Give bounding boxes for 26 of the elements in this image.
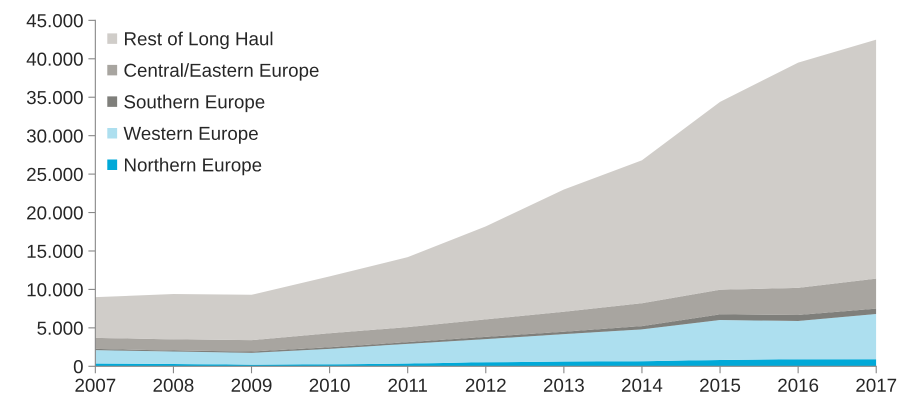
- legend-label: Central/Eastern Europe: [124, 63, 319, 81]
- legend-label: Western Europe: [124, 126, 258, 144]
- legend-label: Southern Europe: [124, 94, 264, 112]
- x-tick-label: 2012: [466, 378, 506, 392]
- x-tick-label: 2017: [856, 378, 896, 392]
- y-tick-label: 30.000: [26, 129, 83, 143]
- x-tick-label: 2010: [310, 378, 350, 392]
- x-tick-label: 2016: [778, 378, 818, 392]
- y-tick-label: 35.000: [26, 90, 83, 104]
- y-tick-label: 15.000: [28, 244, 83, 258]
- x-tick-label: 2011: [388, 378, 427, 392]
- y-tick-label: 10.000: [28, 283, 83, 296]
- legend-label: Rest of Long Haul: [125, 32, 272, 50]
- x-tick-label: 2013: [544, 378, 584, 392]
- y-tick-label: 20.000: [27, 206, 83, 220]
- y-tick-label: 5.000: [37, 322, 83, 335]
- x-tick-label: 2007: [75, 378, 116, 392]
- legend-label: Northern Europe: [125, 158, 262, 176]
- y-tick-label: 45.000: [26, 14, 83, 28]
- y-tick-label: 0: [74, 360, 83, 374]
- x-tick-label: 2009: [232, 378, 272, 392]
- y-tick-label: 40.000: [26, 52, 83, 66]
- x-tick-label: 2015: [700, 378, 740, 392]
- y-tick-label: 25.000: [27, 168, 83, 182]
- x-tick-label: 2008: [154, 378, 194, 392]
- x-tick-label: 2014: [622, 378, 662, 392]
